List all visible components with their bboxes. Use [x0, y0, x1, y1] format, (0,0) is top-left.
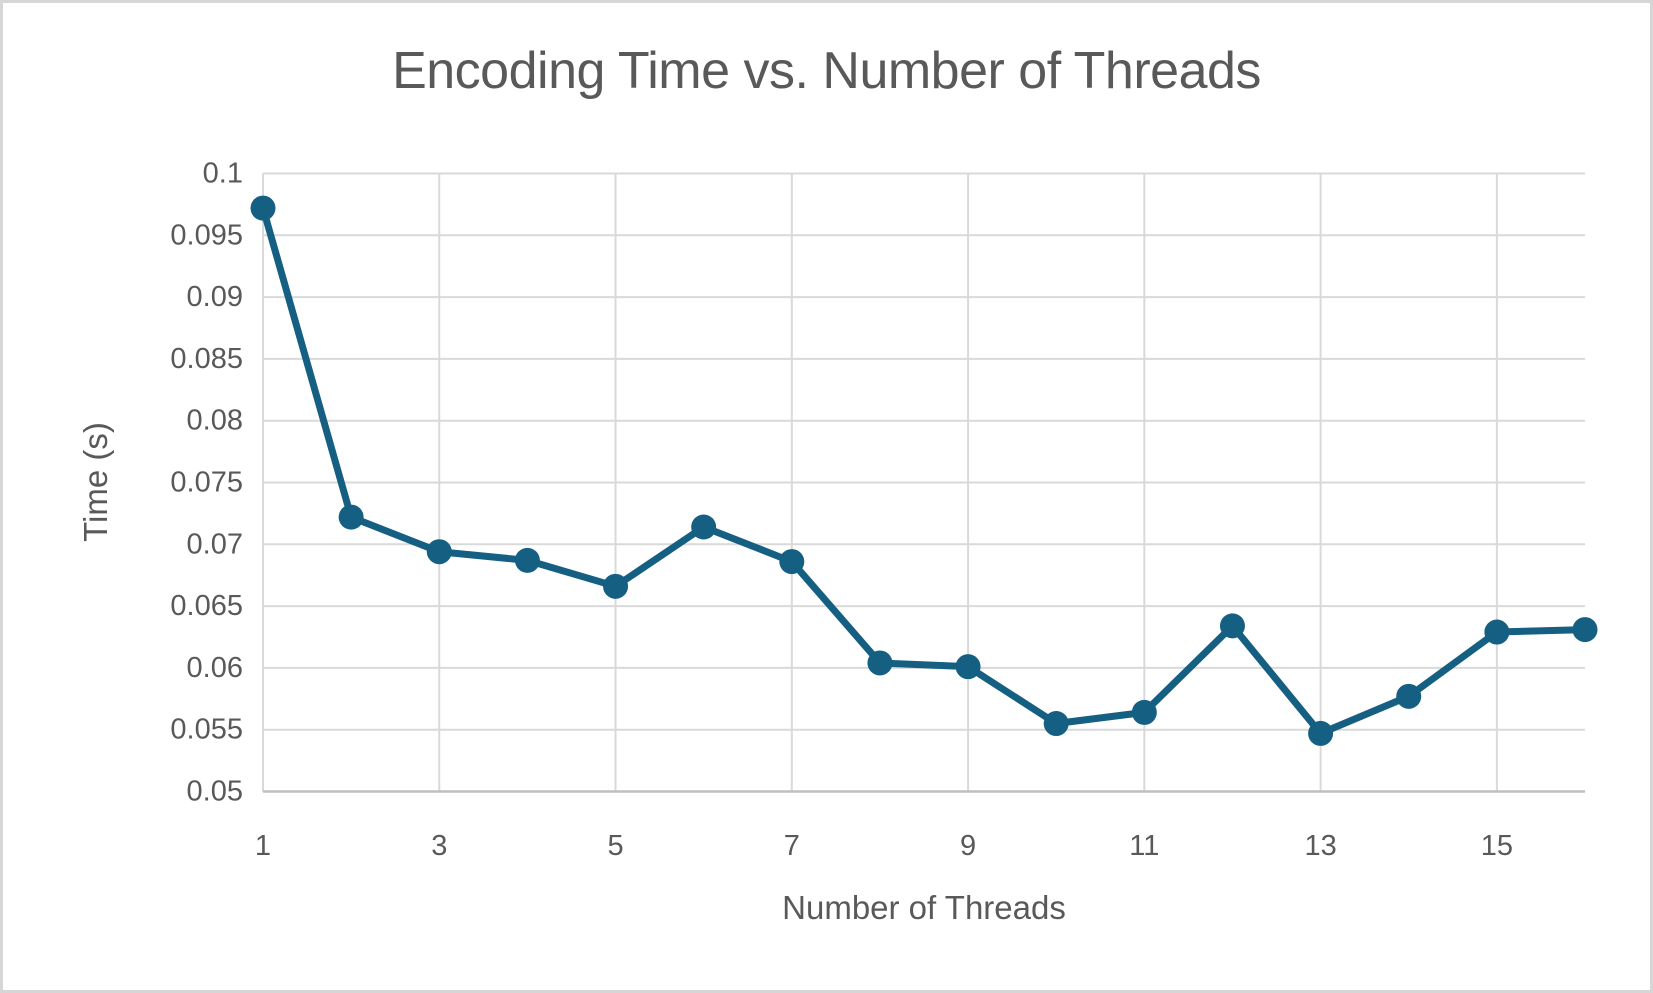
data-point-16 — [1572, 617, 1598, 643]
data-point-2 — [338, 504, 364, 530]
x-tick-label: 1 — [255, 830, 271, 862]
x-tick-label: 7 — [784, 830, 800, 862]
x-tick-label: 11 — [1129, 830, 1159, 862]
y-tick-label: 0.1 — [203, 158, 243, 190]
y-tick-label: 0.065 — [170, 590, 243, 622]
y-tick-label: 0.055 — [170, 714, 243, 746]
data-point-12 — [1219, 613, 1245, 639]
data-point-9 — [955, 654, 981, 680]
x-tick-label: 13 — [1304, 830, 1336, 862]
plot-svg: 0.1 0.095 0.09 0.085 0.08 0.075 0.07 0.065 0.06 0… — [170, 158, 1598, 862]
x-tick-label: 9 — [960, 830, 976, 862]
y-tick-label: 0.09 — [187, 281, 243, 313]
x-tick-label: 15 — [1481, 830, 1513, 862]
series-line — [259, 204, 1589, 737]
y-tick-label: 0.05 — [187, 776, 243, 808]
x-tick-label: 3 — [431, 830, 447, 862]
data-point-10 — [1043, 711, 1069, 737]
y-tick-label: 0.06 — [187, 652, 243, 684]
data-point-13 — [1308, 720, 1334, 746]
data-point-4 — [514, 547, 540, 573]
data-point-1 — [250, 195, 276, 221]
data-point-8 — [867, 650, 893, 676]
data-point-11 — [1131, 699, 1157, 725]
y-tick-label: 0.095 — [170, 219, 243, 251]
data-point-5 — [603, 573, 629, 599]
x-tick-label: 5 — [607, 830, 623, 862]
x-axis-title: Number of Threads — [782, 889, 1066, 926]
data-point-7 — [779, 549, 805, 575]
y-tick-label: 0.085 — [170, 343, 243, 375]
y-tick-label: 0.08 — [187, 405, 243, 437]
y-tick-label: 0.075 — [170, 467, 243, 499]
data-point-15 — [1484, 619, 1510, 645]
data-point-3 — [426, 539, 452, 565]
data-point-14 — [1396, 683, 1422, 709]
y-tick-label: 0.07 — [187, 528, 243, 560]
data-point-6 — [691, 514, 717, 540]
chart-title: Encoding Time vs. Number of Threads — [392, 42, 1261, 100]
